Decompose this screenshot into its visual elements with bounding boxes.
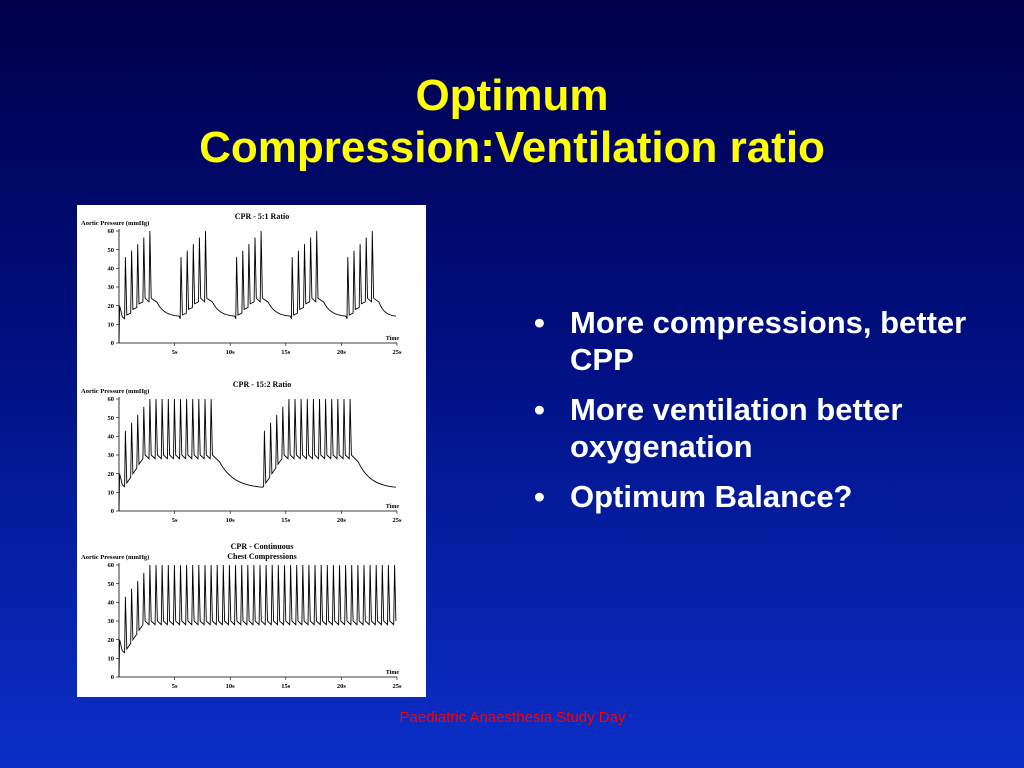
x-tick-label: 20s bbox=[337, 349, 347, 356]
chart-1: CPR - 5:1 Ratio Aortic Pressure (mmHg) 0 10… bbox=[81, 212, 402, 356]
bullet-dot-icon: • bbox=[534, 392, 545, 427]
chart-2: CPR - 15:2 Ratio Aortic Pressure (mmHg) 0 1… bbox=[81, 380, 402, 524]
x-tick-label: 15s bbox=[281, 517, 291, 524]
y-tick-label: 40 bbox=[108, 600, 115, 607]
x-tick-label: 5s bbox=[172, 349, 178, 356]
y-tick-label: 30 bbox=[108, 284, 115, 291]
y-tick-label: 30 bbox=[108, 452, 115, 459]
bullet-text: More ventilation better oxygenation bbox=[570, 392, 903, 464]
y-tick-label: 0 bbox=[111, 340, 114, 347]
y-tick-label: 60 bbox=[108, 396, 115, 403]
bullet-item: • Optimum Balance? bbox=[530, 478, 1000, 515]
bullet-item: • More ventilation better oxygenation bbox=[530, 391, 1000, 465]
x-tick-label: 25s bbox=[392, 517, 402, 524]
bullet-dot-icon: • bbox=[534, 305, 545, 340]
x-tick-label: 15s bbox=[281, 683, 291, 690]
x-tick-label: 25s bbox=[392, 349, 402, 356]
bullet-dot-icon: • bbox=[534, 479, 545, 514]
y-tick-label: 20 bbox=[108, 471, 115, 478]
x-tick-label: 10s bbox=[226, 683, 236, 690]
x-axis-label: Time bbox=[386, 670, 400, 676]
pressure-series-line bbox=[118, 398, 396, 512]
x-tick-label: 5s bbox=[172, 517, 178, 524]
title-line-2: Compression:Ventilation ratio bbox=[199, 123, 825, 172]
y-tick-label: 40 bbox=[108, 434, 115, 441]
y-tick-label: 50 bbox=[108, 415, 115, 422]
y-axis-label: Aortic Pressure (mmHg) bbox=[81, 554, 149, 561]
x-tick-label: 20s bbox=[337, 517, 347, 524]
y-tick-label: 20 bbox=[108, 303, 115, 310]
x-tick-label: 10s bbox=[226, 517, 236, 524]
pressure-series-line bbox=[118, 230, 396, 344]
bullet-text: Optimum Balance? bbox=[570, 479, 853, 514]
y-tick-label: 0 bbox=[111, 508, 114, 515]
y-tick-label: 10 bbox=[108, 322, 115, 329]
pressure-series-line bbox=[118, 564, 397, 678]
footer-text: Paediatric Anaesthesia Study Day bbox=[399, 709, 626, 726]
x-axis-label: Time bbox=[386, 336, 400, 342]
y-axis-label: Aortic Pressure (mmHg) bbox=[81, 388, 149, 395]
cpr-pressure-figure: CPR - 5:1 Ratio Aortic Pressure (mmHg) 0 10… bbox=[77, 205, 426, 697]
x-tick-label: 20s bbox=[337, 683, 347, 690]
y-tick-label: 20 bbox=[108, 637, 115, 644]
y-tick-label: 60 bbox=[108, 562, 115, 569]
x-tick-label: 10s bbox=[226, 349, 236, 356]
x-tick-label: 25s bbox=[392, 683, 402, 690]
pressure-charts-svg: CPR - 5:1 Ratio Aortic Pressure (mmHg) 0 10… bbox=[81, 212, 402, 690]
x-tick-label: 5s bbox=[172, 683, 178, 690]
y-tick-label: 30 bbox=[108, 618, 115, 625]
bullet-list: • More compressions, better CPP • More v… bbox=[530, 304, 1000, 528]
y-tick-label: 10 bbox=[108, 490, 115, 497]
chart-title: CPR - 15:2 Ratio bbox=[233, 380, 291, 389]
y-tick-label: 40 bbox=[108, 266, 115, 273]
bullet-item: • More compressions, better CPP bbox=[530, 304, 1000, 378]
x-tick-label: 15s bbox=[281, 349, 291, 356]
x-axis-label: Time bbox=[386, 504, 400, 510]
chart-title: Chest Compressions bbox=[227, 552, 296, 561]
y-axis-label: Aortic Pressure (mmHg) bbox=[81, 220, 149, 227]
y-tick-label: 10 bbox=[108, 656, 115, 663]
slide-title: Optimum Compression:Ventilation ratio bbox=[0, 70, 1024, 174]
y-tick-label: 50 bbox=[108, 581, 115, 588]
chart-title: CPR - Continuous bbox=[231, 542, 294, 551]
chart-title: CPR - 5:1 Ratio bbox=[235, 212, 289, 221]
title-line-1: Optimum bbox=[415, 71, 609, 120]
bullet-text: More compressions, better CPP bbox=[570, 305, 967, 377]
y-tick-label: 60 bbox=[108, 228, 115, 235]
y-tick-label: 0 bbox=[111, 674, 114, 681]
y-tick-label: 50 bbox=[108, 247, 115, 254]
